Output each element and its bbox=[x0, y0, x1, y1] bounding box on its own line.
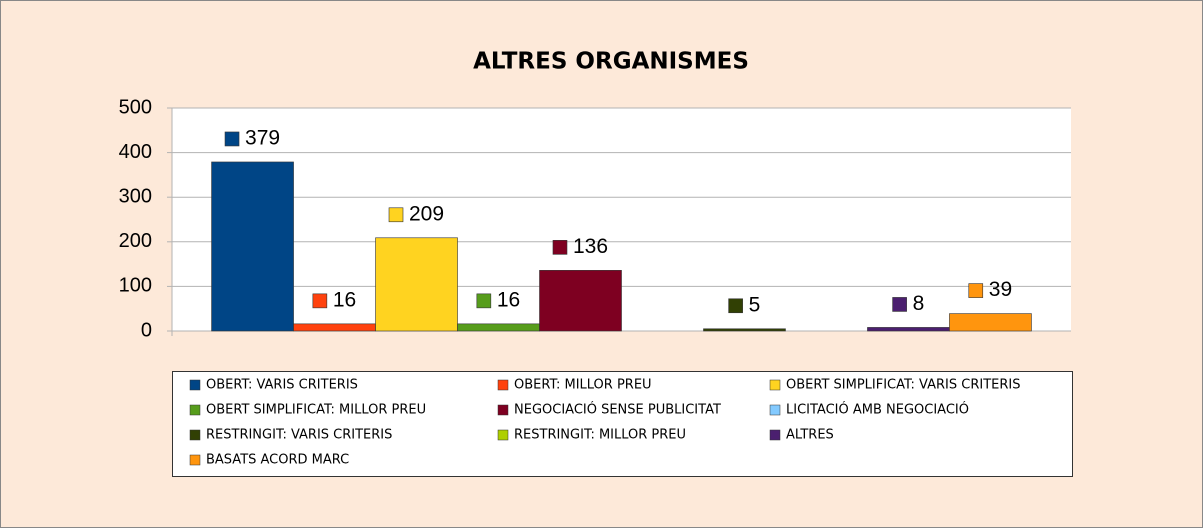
legend-swatch bbox=[497, 429, 509, 441]
label-swatch bbox=[312, 293, 328, 309]
y-tick-label: 200 bbox=[119, 230, 152, 252]
legend-label: OBERT: VARIS CRITERIS bbox=[206, 378, 358, 393]
legend-swatch bbox=[497, 379, 509, 391]
legend-label: LICITACIÓ AMB NEGOCIACIÓ bbox=[786, 402, 969, 418]
legend-label: ALTRES bbox=[786, 428, 834, 443]
legend bbox=[172, 371, 1073, 477]
data-label: 39 bbox=[989, 278, 1012, 301]
legend-swatch bbox=[769, 404, 781, 416]
legend-swatch bbox=[769, 429, 781, 441]
bar bbox=[457, 323, 540, 332]
legend-label: RESTRINGIT: MILLOR PREU bbox=[514, 428, 686, 443]
legend-swatch bbox=[769, 379, 781, 391]
legend-swatch bbox=[189, 429, 201, 441]
label-swatch bbox=[388, 207, 404, 223]
data-label: 379 bbox=[245, 127, 280, 150]
legend-swatch bbox=[189, 404, 201, 416]
bar bbox=[375, 237, 458, 332]
bar bbox=[949, 313, 1032, 332]
label-swatch bbox=[892, 297, 907, 312]
legend-label: OBERT: MILLOR PREU bbox=[514, 378, 652, 393]
legend-label: OBERT SIMPLIFICAT: MILLOR PREU bbox=[206, 403, 426, 418]
label-swatch bbox=[476, 293, 492, 309]
bar bbox=[703, 328, 786, 332]
legend-label: NEGOCIACIÓ SENSE PUBLICITAT bbox=[514, 402, 721, 418]
data-label: 136 bbox=[573, 235, 608, 258]
label-swatch bbox=[728, 298, 743, 314]
bar bbox=[867, 327, 950, 332]
bar bbox=[539, 270, 622, 332]
data-label: 16 bbox=[333, 288, 356, 311]
legend-swatch bbox=[189, 454, 201, 466]
legend-label: RESTRINGIT: VARIS CRITERIS bbox=[206, 428, 392, 443]
legend-swatch bbox=[189, 379, 201, 391]
legend-label: OBERT SIMPLIFICAT: VARIS CRITERIS bbox=[786, 378, 1020, 393]
y-tick-label: 0 bbox=[141, 319, 152, 341]
label-swatch bbox=[224, 131, 240, 147]
y-tick-label: 100 bbox=[119, 275, 152, 297]
y-tick-label: 300 bbox=[119, 185, 152, 207]
y-tick-label: 500 bbox=[119, 96, 152, 118]
bar bbox=[293, 323, 376, 332]
label-swatch bbox=[552, 240, 568, 255]
data-label: 209 bbox=[409, 202, 444, 225]
legend-swatch bbox=[497, 404, 509, 416]
data-label: 16 bbox=[497, 288, 520, 311]
bar bbox=[211, 161, 294, 332]
data-label: 5 bbox=[749, 293, 761, 316]
y-tick-label: 400 bbox=[119, 141, 152, 163]
label-swatch bbox=[968, 283, 984, 298]
chart-title: ALTRES ORGANISMES bbox=[473, 49, 749, 75]
legend-label: BASATS ACORD MARC bbox=[206, 453, 349, 468]
data-label: 8 bbox=[913, 292, 925, 315]
